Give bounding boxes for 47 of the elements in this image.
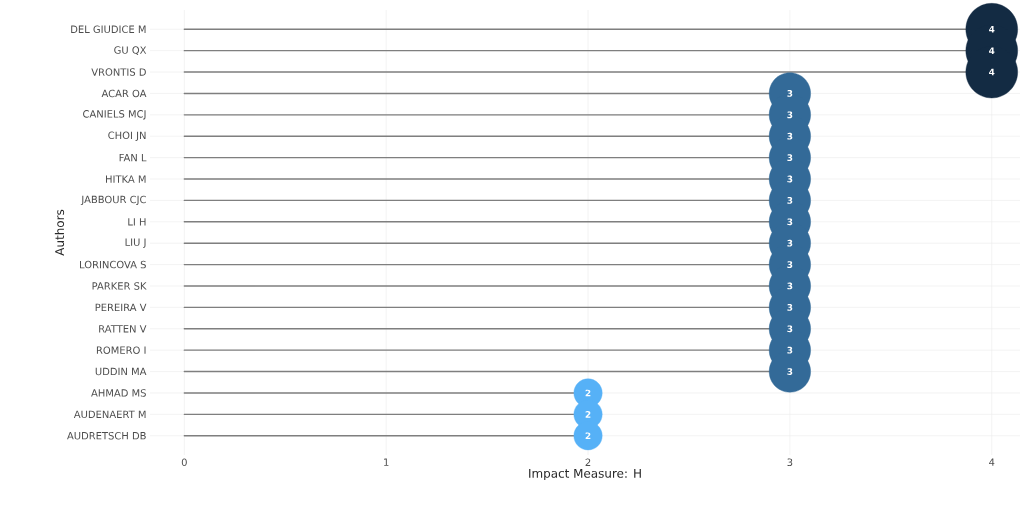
y-tick-label: AUDENAERT M xyxy=(73,410,146,419)
x-axis-title: Impact Measure: H xyxy=(529,468,641,481)
data-label: 4 xyxy=(989,25,995,33)
y-tick-label: ROMERO I xyxy=(96,346,146,354)
data-label: 3 xyxy=(787,368,793,375)
y-tick-label: LIU J xyxy=(125,238,146,248)
data-label: 3 xyxy=(787,154,793,162)
y-axis-title: Authors xyxy=(54,209,65,256)
y-tick-label: CANIELS MCJ xyxy=(83,110,146,120)
y-tick-label: UDDIN MA xyxy=(95,367,147,376)
data-label: 3 xyxy=(787,132,793,140)
y-tick-label: PEREIRA V xyxy=(95,303,147,312)
data-label: 3 xyxy=(787,346,793,354)
y-tick-label: VRONTIS D xyxy=(91,68,146,76)
data-label: 2 xyxy=(585,411,591,418)
y-tick-label: CHOI JN xyxy=(108,131,146,141)
y-tick-label: PARKER SK xyxy=(92,282,147,290)
y-tick-label: ACAR OA xyxy=(101,89,147,98)
x-tick-label: 4 xyxy=(989,458,995,466)
y-tick-label: AHMAD MS xyxy=(91,389,146,397)
data-label: 3 xyxy=(787,239,793,247)
x-tick-label: 1 xyxy=(384,458,389,466)
y-tick-label: GU QX xyxy=(114,46,147,55)
data-label: 3 xyxy=(787,261,793,268)
y-tick-label: DEL GIUDICE M xyxy=(71,25,146,34)
y-tick-label: AUDRETSCH DB xyxy=(67,431,146,440)
data-label: 3 xyxy=(787,282,793,290)
y-tick-label: FAN L xyxy=(119,153,147,162)
y-tick-label: RATTEN V xyxy=(99,325,147,333)
y-tick-label: JABBOUR CJC xyxy=(80,195,146,206)
data-label: 3 xyxy=(787,90,793,97)
data-label: 3 xyxy=(787,218,793,226)
x-tick-label: 0 xyxy=(181,458,187,467)
y-tick-label: LORINCOVA S xyxy=(80,260,146,269)
data-label: 3 xyxy=(787,325,793,333)
x-tick-label: 2 xyxy=(585,458,591,466)
y-tick-label: HITKA M xyxy=(106,175,146,183)
x-tick-label: 3 xyxy=(787,458,793,467)
data-label: 3 xyxy=(787,197,793,204)
data-label: 3 xyxy=(787,303,793,311)
data-label: 3 xyxy=(787,175,793,183)
data-label: 4 xyxy=(989,68,995,76)
y-tick-label: LI H xyxy=(128,218,146,226)
data-label: 4 xyxy=(989,47,995,54)
data-label: 2 xyxy=(585,432,591,440)
data-label: 3 xyxy=(787,111,793,119)
data-label: 2 xyxy=(585,389,591,397)
